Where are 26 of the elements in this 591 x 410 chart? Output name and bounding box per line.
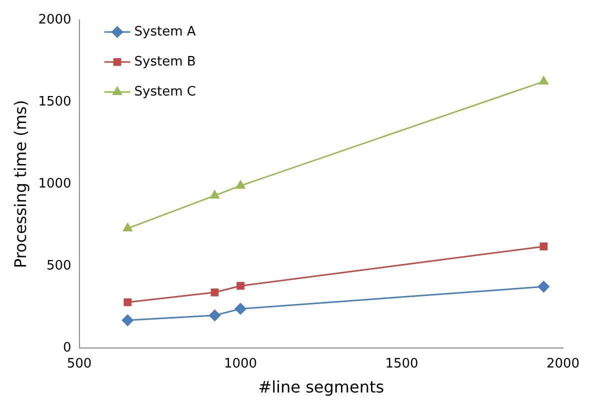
x-axis-title: #line segments bbox=[258, 378, 384, 397]
y-tick-label: 1000 bbox=[38, 176, 72, 192]
x-tick-label: 500 bbox=[66, 356, 92, 372]
y-tick-label: 2000 bbox=[38, 12, 72, 28]
point bbox=[124, 298, 132, 306]
y-tick-label: 1500 bbox=[38, 94, 72, 110]
point bbox=[210, 288, 219, 296]
point bbox=[539, 76, 548, 85]
x-tick-label: 1000 bbox=[224, 356, 258, 372]
y-tick-label: 500 bbox=[46, 258, 72, 274]
y-tick-label: 0 bbox=[63, 340, 72, 356]
point bbox=[236, 180, 246, 189]
point bbox=[540, 242, 548, 250]
legend-label: System A bbox=[134, 24, 196, 40]
point bbox=[210, 190, 220, 199]
y-axis-title: Processing time (ms) bbox=[10, 100, 30, 268]
point bbox=[538, 280, 550, 292]
point bbox=[208, 310, 220, 322]
point bbox=[234, 303, 246, 315]
point bbox=[236, 282, 244, 290]
x-tick-label: 1500 bbox=[385, 356, 418, 372]
point bbox=[122, 314, 134, 326]
point bbox=[123, 223, 132, 232]
legend-label: System C bbox=[134, 84, 196, 100]
x-tick-label: 2000 bbox=[546, 356, 580, 372]
legend-label: System B bbox=[134, 54, 196, 70]
